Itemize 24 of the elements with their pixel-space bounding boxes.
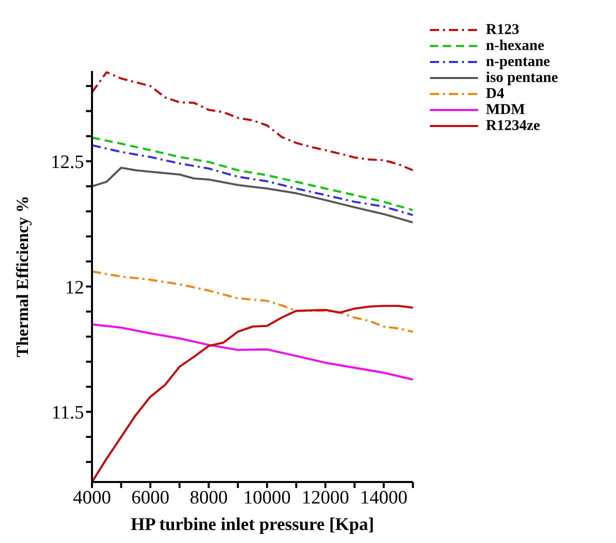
legend-label: MDM — [486, 102, 526, 118]
x-tick-label: 6000 — [131, 487, 170, 508]
legend-label: n-pentane — [486, 54, 550, 70]
x-tick-label: 10000 — [243, 487, 291, 508]
x-tick-label: 4000 — [73, 487, 111, 508]
x-tick-label: 14000 — [360, 487, 408, 508]
x-axis-title: HP turbine inlet pressure [Kpa] — [130, 514, 374, 534]
legend-label: D4 — [486, 86, 504, 102]
legend-label: R1234ze — [486, 118, 540, 134]
y-tick-label: 11.5 — [51, 402, 84, 424]
line-series — [92, 71, 413, 172]
legend-label: n-hexane — [486, 38, 544, 54]
legend-label: R123 — [486, 22, 520, 38]
x-tick-label: 8000 — [190, 487, 228, 508]
line-series — [92, 144, 413, 216]
y-tick-label: 12.5 — [50, 152, 84, 173]
x-tick-label: 12000 — [302, 487, 350, 508]
line-series — [92, 270, 413, 333]
legend-label: iso pentane — [486, 70, 558, 86]
line-series — [92, 323, 413, 380]
y-tick-label: 12 — [65, 277, 84, 298]
line-series — [92, 136, 413, 212]
line-series — [92, 166, 413, 224]
y-axis-title: Thermal Efficiency % — [13, 196, 32, 358]
